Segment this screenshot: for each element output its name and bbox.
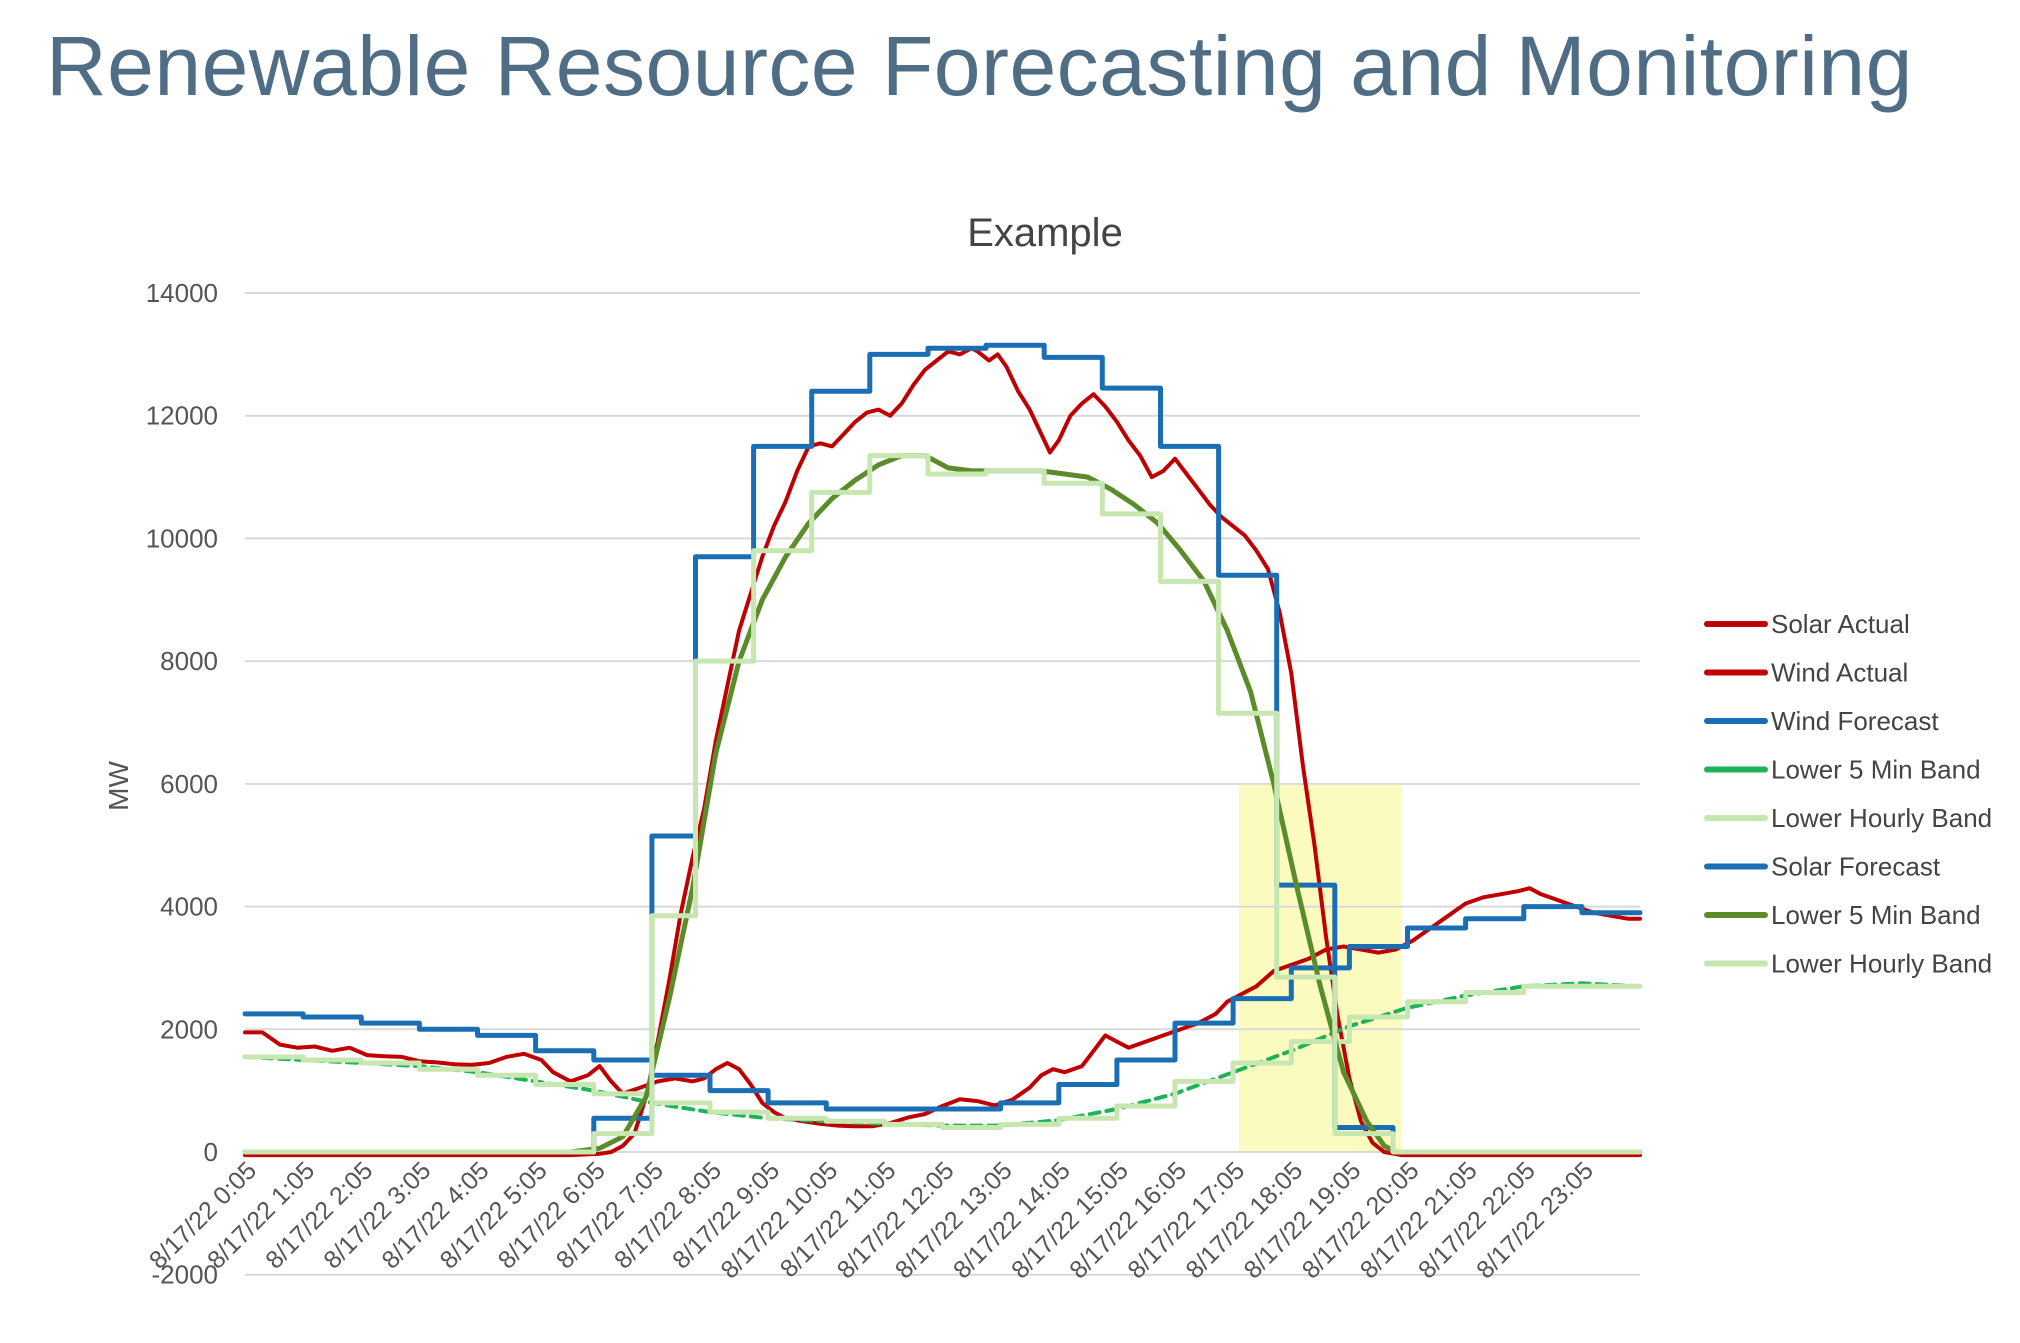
y-tick-label: 0 bbox=[204, 1137, 218, 1167]
series-line bbox=[243, 346, 1642, 1158]
legend-label: Lower Hourly Band bbox=[1771, 949, 1992, 979]
y-tick-label: 10000 bbox=[146, 523, 218, 553]
legend-label: Lower Hourly Band bbox=[1771, 803, 1992, 833]
legend-label: Wind Forecast bbox=[1771, 706, 1939, 736]
legend-label: Wind Actual bbox=[1771, 658, 1908, 688]
y-tick-label: -2000 bbox=[152, 1260, 219, 1290]
legend: Solar Actual Wind Actual Wind Forecast Lowe… bbox=[1704, 609, 1992, 979]
legend-label: Lower 5 Min Band bbox=[1771, 755, 1981, 785]
series-line bbox=[242, 453, 1643, 1155]
series-line bbox=[242, 983, 1643, 1130]
legend-label: Lower 5 Min Band bbox=[1771, 900, 1981, 930]
y-tick-label: 8000 bbox=[160, 646, 218, 676]
series-line bbox=[242, 904, 1643, 1112]
y-tick-label: 12000 bbox=[146, 401, 218, 431]
legend-label: Solar Actual bbox=[1771, 609, 1910, 639]
series-line bbox=[243, 886, 1642, 1129]
y-axis-label: MW bbox=[103, 761, 134, 811]
series-lines bbox=[242, 342, 1643, 1158]
series-line bbox=[242, 453, 1643, 1155]
y-axis-ticks: 14000 12000 10000 8000 6000 4000 2000 0 -2000 bbox=[146, 278, 218, 1290]
y-tick-label: 2000 bbox=[160, 1014, 218, 1044]
x-axis-ticks: 8/17/22 0:058/17/22 1:058/17/22 2:058/17… bbox=[144, 1156, 1599, 1284]
legend-label: Solar Forecast bbox=[1771, 852, 1941, 882]
slide-title: Renewable Resource Forecasting and Monit… bbox=[46, 19, 1913, 113]
y-tick-label: 4000 bbox=[160, 892, 218, 922]
chart-title: Example bbox=[967, 211, 1123, 255]
y-tick-label: 14000 bbox=[146, 278, 218, 308]
y-tick-label: 6000 bbox=[160, 769, 218, 799]
